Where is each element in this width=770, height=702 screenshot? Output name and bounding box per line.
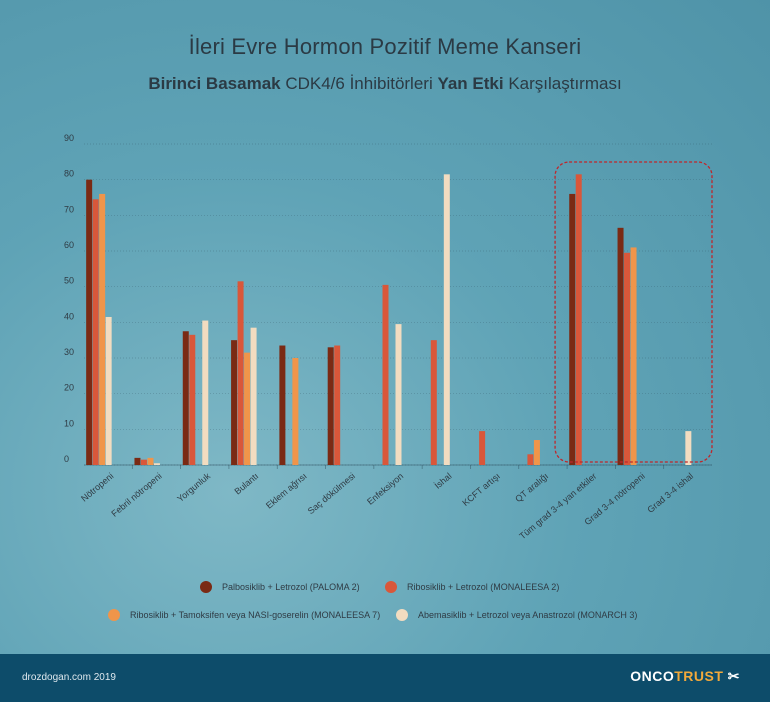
y-tick-label: 70 [64,204,74,214]
bar [527,454,534,465]
bar [292,358,299,465]
bar [575,174,582,466]
bar [250,327,257,465]
bar [334,345,341,465]
bar [153,463,160,465]
bar [382,284,389,465]
bar [237,281,244,465]
subtitle-mid: CDK4/6 İnhibitörleri [280,74,438,93]
bar [430,340,437,465]
footer-bar: drozdogan.com 2019 ONCOTRUST ✂ [0,654,770,702]
legend-swatch [108,609,120,621]
bar [279,345,286,465]
chart-subtitle: Birinci Basamak CDK4/6 İnhibitörleri Yan… [0,74,770,94]
bar [685,431,692,465]
bar [244,352,251,465]
brand-part-2: TRUST [674,668,724,684]
legend-swatch [396,609,408,621]
x-tick-label: Yorgunluk [175,471,212,505]
legend-item-monaleesa7: Ribosiklib + Tamoksifen veya NASI-gosere… [108,609,380,621]
x-tick-label: Enfeksiyon [365,471,405,507]
legend-label: Palbosiklib + Letrozol (PALOMA 2) [222,582,360,592]
legend-item-paloma2: Palbosiklib + Letrozol (PALOMA 2) [200,581,360,593]
bar [569,193,576,465]
subtitle-end: Karşılaştırması [503,74,622,93]
x-tick-label: Grad 3-4 ishal [645,471,695,515]
legend-swatch [385,581,397,593]
bar [140,459,147,465]
bar [231,340,238,465]
bar [134,457,141,465]
legend-item-monarch3: Abemasiklib + Letrozol veya Anastrozol (… [396,609,637,621]
chart-title: İleri Evre Hormon Pozitif Meme Kanseri [188,34,582,59]
legend-item-monaleesa2: Ribosiklib + Letrozol (MONALEESA 2) [385,581,559,593]
brand-part-1: ONCO [630,668,675,684]
y-tick-label: 60 [64,240,74,250]
subtitle-bold-2: Yan Etki [437,74,504,93]
y-tick-label: 40 [64,311,74,321]
legend-label: Ribosiklib + Letrozol (MONALEESA 2) [407,582,560,592]
legend-swatch [200,581,212,593]
subtitle-bold-1: Birinci Basamak [148,74,281,93]
bar [86,179,93,465]
bar [189,334,196,465]
brand-logo: ONCOTRUST ✂ [630,668,740,684]
x-tick-label: İshal [433,471,454,491]
footer-site: drozdogan.com 2019 [22,672,116,683]
y-tick-label: 30 [64,347,74,357]
y-tick-label: 0 [64,454,69,464]
bar [624,252,631,465]
bar [327,347,334,465]
bar [533,440,540,465]
bar [105,316,112,465]
bar [99,193,106,465]
y-tick-label: 20 [64,383,74,393]
x-tick-label: Nötropeni [79,471,115,504]
bar [395,324,402,465]
bar [443,174,450,466]
y-tick-label: 10 [64,418,74,428]
x-tick-label: Bulantı [232,471,260,497]
bar [182,331,189,465]
bar [617,227,624,465]
x-tick-label: Eklem ağrısı [264,471,309,511]
x-tick-label: Tüm grad 3-4 yan etkiler [517,471,598,541]
legend-label: Abemasiklib + Letrozol veya Anastrozol (… [418,610,638,620]
bar [147,457,154,465]
y-tick-label: 80 [64,169,74,179]
bar [92,199,99,466]
x-tick-label: QT aralığı [513,471,550,504]
y-tick-label: 90 [64,133,74,143]
highlight-box [554,161,713,463]
y-tick-label: 50 [64,276,74,286]
bar [479,431,486,465]
legend-label: Ribosiklib + Tamoksifen veya NASI-gosere… [130,610,381,620]
bar [202,320,209,465]
x-tick-label: KCFT artışı [460,471,502,508]
bar [630,247,637,465]
x-tick-label: Febril nötropeni [109,471,163,519]
x-tick-label: Saç dökülmesi [306,471,357,516]
